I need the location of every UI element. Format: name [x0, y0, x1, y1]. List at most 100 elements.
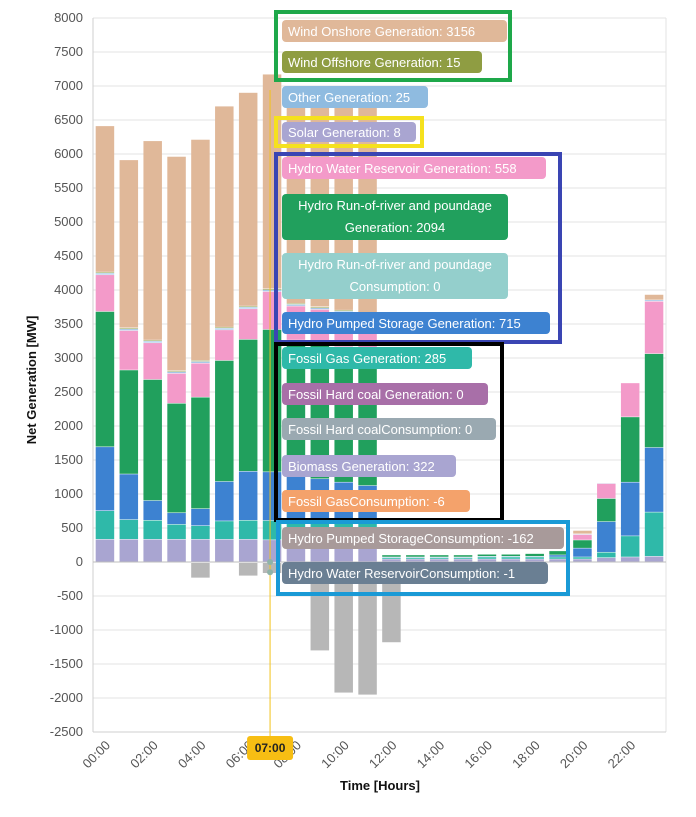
bar-runofriver_gen	[549, 551, 568, 555]
bar-offshore	[215, 327, 234, 328]
bar-hydro_reservoir	[143, 343, 162, 379]
bar-onshore	[120, 160, 139, 327]
bar-runofriver_gen	[573, 540, 592, 548]
bar-runofriver_gen	[263, 330, 282, 472]
bar-biomass	[239, 540, 258, 562]
bar-biomass	[120, 540, 139, 562]
bar-hydro_reservoir	[263, 292, 282, 329]
y-tick-label: 8000	[54, 10, 83, 25]
bar-runofriver_gen	[406, 555, 425, 557]
bar-onshore	[96, 126, 115, 272]
bar-biomass	[525, 559, 544, 561]
bar-other	[263, 290, 282, 291]
bar-other	[120, 329, 139, 330]
tooltip-label: Generation: 2094	[345, 220, 445, 235]
y-tick-label: 6000	[54, 146, 83, 161]
y-tick-label: 500	[61, 520, 83, 535]
bar-runofriver_gen	[382, 555, 401, 557]
y-tick-label: 1500	[54, 452, 83, 467]
bar-pumped_gen	[573, 548, 592, 556]
bar-offshore	[334, 310, 353, 311]
cursor-time-label: 07:00	[255, 741, 286, 755]
bar-fossil_gas	[167, 525, 186, 539]
x-tick-label: 04:00	[175, 738, 209, 772]
bar-biomass	[96, 540, 115, 562]
tooltip-label: Biomass Generation: 322	[288, 459, 435, 474]
bar-fossil_gas	[597, 552, 616, 557]
bar-pumped_gen	[96, 447, 115, 510]
bar-pumped_gen	[621, 482, 640, 535]
bar-biomass	[382, 559, 401, 561]
bar-runofriver_gen	[454, 555, 473, 557]
tooltip-label: Other Generation: 25	[288, 90, 410, 105]
x-tick-label: 18:00	[509, 738, 543, 772]
bar-offshore	[311, 307, 330, 308]
bar-other	[167, 372, 186, 373]
bar-fossil_gas	[239, 521, 258, 540]
bar-other	[191, 362, 210, 363]
cursor-dot-neg	[267, 569, 273, 575]
bar-biomass	[621, 557, 640, 561]
tooltip-label: Hydro Run-of-river and poundage	[298, 198, 492, 213]
bar-pumped_gen	[263, 472, 282, 520]
y-tick-label: 0	[76, 554, 83, 569]
bar-fossil_gas	[120, 520, 139, 539]
x-tick-label: 14:00	[414, 738, 448, 772]
bar-pumped_gen	[191, 509, 210, 525]
y-tick-label: 5500	[54, 180, 83, 195]
bar-other	[96, 273, 115, 274]
x-tick-label: 22:00	[605, 738, 639, 772]
bar-other	[215, 328, 234, 329]
bar-hydro_reservoir	[621, 383, 640, 417]
y-tick-label: -500	[57, 588, 83, 603]
bar-runofriver_gen	[430, 555, 449, 557]
bar-onshore	[143, 141, 162, 340]
bar-pumped_gen	[143, 501, 162, 520]
bar-hydro_reservoir	[573, 535, 592, 540]
bar-biomass	[502, 559, 521, 561]
bar-onshore	[191, 140, 210, 361]
bar-fossil_gas	[143, 521, 162, 540]
bar-hydro_reservoir	[96, 275, 115, 311]
bar-runofriver_gen	[525, 554, 544, 556]
bar-offshore	[191, 361, 210, 362]
bar-runofriver_gen	[621, 417, 640, 482]
bar-onshore	[573, 531, 592, 534]
bar-runofriver_gen	[502, 555, 521, 557]
bar-hydro_reservoir	[239, 309, 258, 339]
tooltip-label: Hydro Water ReservoirConsumption: -1	[288, 566, 515, 581]
y-tick-label: 7000	[54, 78, 83, 93]
bar-biomass	[478, 559, 497, 561]
y-tick-label: -1000	[50, 622, 83, 637]
bar-biomass	[215, 540, 234, 562]
bar-pumped_gen	[645, 448, 664, 512]
y-tick-label: 2500	[54, 384, 83, 399]
bar-fossil_gas	[382, 558, 401, 559]
bar-runofriver_gen	[96, 312, 115, 447]
y-tick-label: -1500	[50, 656, 83, 671]
bar-onshore	[239, 93, 258, 306]
bar-biomass	[167, 540, 186, 562]
y-tick-label: 3000	[54, 350, 83, 365]
bar-fossil_gas	[573, 557, 592, 559]
bar-offshore	[287, 304, 306, 305]
bar-pumped_gen	[120, 474, 139, 519]
bar-runofriver_gen	[645, 354, 664, 447]
bar-onshore	[167, 157, 186, 371]
tooltip-label: Wind Onshore Generation: 3156	[288, 24, 475, 39]
bar-fossil_gas	[406, 558, 425, 559]
bar-offshore	[239, 306, 258, 307]
bar-fossil_gas	[621, 536, 640, 557]
bar-biomass	[191, 540, 210, 562]
bar-pumped_gen	[215, 482, 234, 521]
y-tick-label: -2500	[50, 724, 83, 739]
bar-pumped_consumption	[191, 563, 210, 578]
tooltip-label: Wind Offshore Generation: 15	[288, 55, 460, 70]
tooltip-label: Fossil Hard coalConsumption: 0	[288, 422, 472, 437]
bar-offshore	[167, 371, 186, 372]
bar-fossil_gas	[454, 558, 473, 559]
bar-fossil_gas	[502, 557, 521, 559]
bar-runofriver_gen	[167, 404, 186, 513]
bar-offshore	[96, 272, 115, 273]
